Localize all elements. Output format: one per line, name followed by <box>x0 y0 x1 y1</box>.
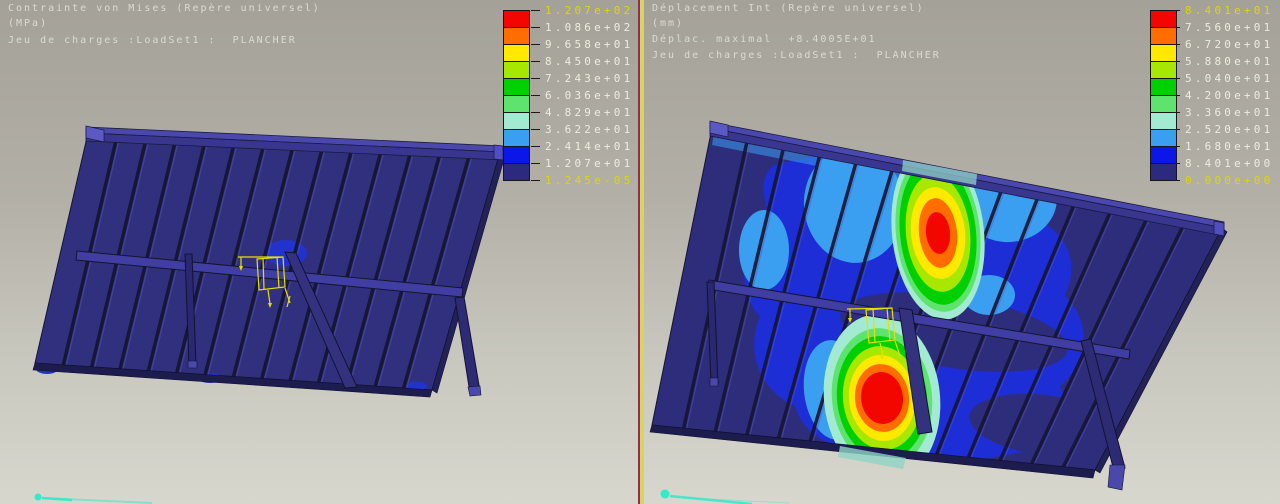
loadset-label: Jeu de charges :LoadSet1 : PLANCHER <box>8 35 297 46</box>
legend-value: 1.207e+01 <box>530 157 634 170</box>
legend-swatch <box>503 27 530 45</box>
load-wireframe <box>238 256 291 308</box>
pane-divider[interactable] <box>638 0 644 504</box>
viewport-displacement-model[interactable] <box>644 0 1280 504</box>
legend-value: 1.086e+02 <box>530 21 634 34</box>
legend-value: 2.414e+01 <box>530 140 634 153</box>
load-wireframe <box>846 307 901 360</box>
legend-value: 1.680e+01 <box>1170 140 1274 153</box>
legend-swatch <box>1150 78 1177 96</box>
legend-value-min: 1.245e-05 <box>530 174 634 187</box>
max-displacement-label: Déplac. maximal +8.4005E+01 <box>652 34 877 45</box>
legend-swatch <box>1150 146 1177 164</box>
csys-marker <box>34 493 153 504</box>
legend-swatch <box>1150 129 1177 147</box>
legend-value: 4.200e+01 <box>1170 89 1274 102</box>
legend-value: 9.658e+01 <box>530 38 634 51</box>
result-unit: (MPa) <box>8 18 49 29</box>
legend-swatch <box>503 112 530 130</box>
legend-value: 8.450e+01 <box>530 55 634 68</box>
top-rail <box>709 120 1225 237</box>
legend-value: 5.040e+01 <box>1170 72 1274 85</box>
legend-value: 6.720e+01 <box>1170 38 1274 51</box>
legend-value-min: 0.000e+00 <box>1170 174 1274 187</box>
legend-color-bar <box>503 10 530 181</box>
legend-color-bar <box>1150 10 1177 181</box>
result-unit: (mm) <box>652 18 685 29</box>
legend-swatch <box>503 61 530 79</box>
legend-swatch <box>503 78 530 96</box>
legend-swatch <box>1150 27 1177 45</box>
legend-value: 7.243e+01 <box>530 72 634 85</box>
legend-value: 2.520e+01 <box>1170 123 1274 136</box>
legend-swatch <box>1150 112 1177 130</box>
support-legs <box>706 281 1126 491</box>
legend-swatch <box>1150 163 1177 181</box>
legend-value: 8.401e+00 <box>1170 157 1274 170</box>
legend-value: 4.829e+01 <box>530 106 634 119</box>
legend-swatch <box>1150 95 1177 113</box>
legend-value: 6.036e+01 <box>530 89 634 102</box>
result-title: Déplacement Int (Repère universel) <box>652 3 925 14</box>
legend-swatch <box>1150 44 1177 62</box>
legend-value: 3.622e+01 <box>530 123 634 136</box>
result-pane-displacement: Déplacement Int (Repère universel) (mm) … <box>644 0 1280 504</box>
floor-panel-stress <box>32 132 506 398</box>
legend-value: 7.560e+01 <box>1170 21 1274 34</box>
legend-value: 5.880e+01 <box>1170 55 1274 68</box>
legend-swatch <box>503 129 530 147</box>
support-legs <box>184 251 482 397</box>
legend-value-max: 8.401e+01 <box>1170 4 1274 17</box>
legend-swatch <box>503 44 530 62</box>
legend-swatch <box>503 163 530 181</box>
result-pane-von-mises: Contrainte von Mises (Repère universel) … <box>0 0 638 504</box>
legend-swatch <box>1150 10 1177 28</box>
panel-ribs <box>61 133 475 389</box>
viewport-von-mises-model[interactable] <box>0 0 638 504</box>
result-title: Contrainte von Mises (Repère universel) <box>8 3 321 14</box>
csys-marker <box>660 489 790 504</box>
loadset-label: Jeu de charges :LoadSet1 : PLANCHER <box>652 50 941 61</box>
legend-value: 3.360e+01 <box>1170 106 1274 119</box>
legend-swatch <box>503 10 530 28</box>
legend-swatch <box>503 146 530 164</box>
legend-swatch <box>1150 61 1177 79</box>
legend-swatch <box>503 95 530 113</box>
legend-value-max: 1.207e+02 <box>530 4 634 17</box>
